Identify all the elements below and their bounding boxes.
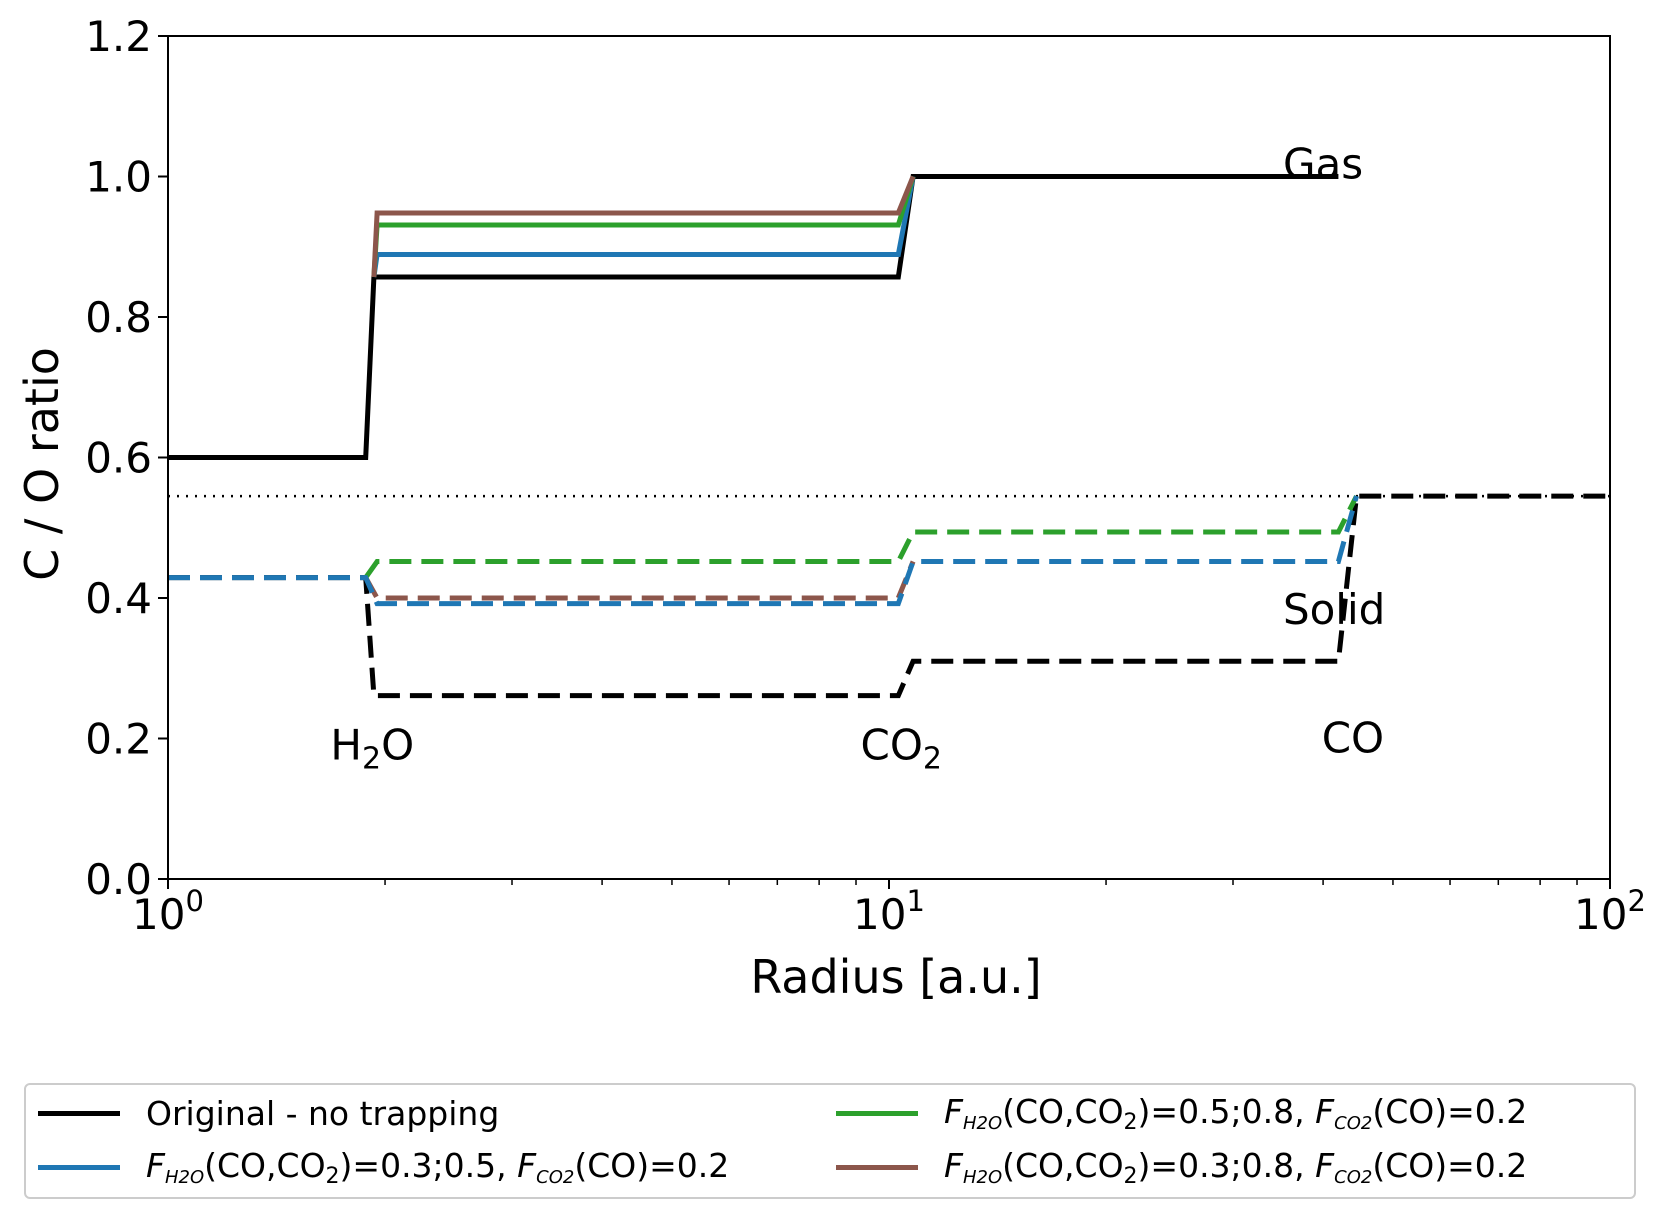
legend-item-brown: FH2O(CO,CO2)=0.3;0.8, FCO2(CO)=0.2	[836, 1145, 1528, 1189]
legend-swatch-brown	[836, 1164, 918, 1170]
annotations: H2O CO2 CO Gas Solid	[330, 140, 1385, 777]
y-tick-label: 0.4	[85, 574, 152, 623]
y-tick-label: 0.2	[85, 715, 152, 764]
y-tick-label: 1.2	[85, 12, 152, 61]
legend-label: FH2O(CO,CO2)=0.3;0.5, FCO2(CO)=0.2	[146, 1145, 730, 1189]
legend-swatch-blue	[38, 1164, 120, 1170]
y-tick-label: 0.0	[85, 855, 152, 904]
legend-label: Original - no trapping	[146, 1093, 500, 1133]
legend: Original - no trapping FH2O(CO,CO2)=0.3;…	[24, 1083, 1636, 1199]
legend-swatch-green	[836, 1110, 918, 1116]
legend-item-blue: FH2O(CO,CO2)=0.3;0.5, FCO2(CO)=0.2	[38, 1145, 730, 1189]
x-axis-label: Radius [a.u.]	[750, 950, 1041, 1004]
legend-label: FH2O(CO,CO2)=0.5;0.8, FCO2(CO)=0.2	[944, 1091, 1528, 1135]
legend-item-green: FH2O(CO,CO2)=0.5;0.8, FCO2(CO)=0.2	[836, 1091, 1528, 1135]
y-tick-label: 1.0	[85, 153, 152, 202]
y-tick-label: 0.6	[85, 434, 152, 483]
series-layer	[168, 174, 1610, 699]
x-tick-label: 102	[1574, 884, 1646, 939]
tick-labels: 0.0 0.2 0.4 0.6 0.8 1.0 1.2 100 101 102	[85, 12, 1646, 939]
h2o-snowline-label: H2O	[330, 721, 414, 777]
x-tick-label: 101	[853, 884, 925, 939]
series-line-gas-3	[371, 175, 916, 278]
series-line-solid-6	[363, 494, 1359, 580]
plot-area-frame	[167, 35, 1611, 880]
legend-item-original: Original - no trapping	[38, 1093, 499, 1133]
series-line-solid-5	[363, 560, 916, 601]
legend-label: FH2O(CO,CO2)=0.3;0.8, FCO2(CO)=0.2	[944, 1145, 1528, 1189]
y-tick-label: 0.8	[85, 293, 152, 342]
series-line-solid-7	[168, 495, 1359, 607]
series-line-gas-2	[371, 175, 916, 278]
legend-swatch-black	[38, 1110, 120, 1116]
series-line-gas-0	[168, 174, 1339, 460]
series-line-solid-4	[168, 493, 1610, 699]
x-tick-label: 100	[132, 884, 204, 939]
y-axis-label: C / O ratio	[15, 347, 69, 581]
gas-label: Gas	[1283, 140, 1363, 189]
co2-snowline-label: CO2	[861, 721, 942, 777]
co-snowline-label: CO	[1322, 714, 1384, 763]
solid-label: Solid	[1283, 585, 1385, 634]
